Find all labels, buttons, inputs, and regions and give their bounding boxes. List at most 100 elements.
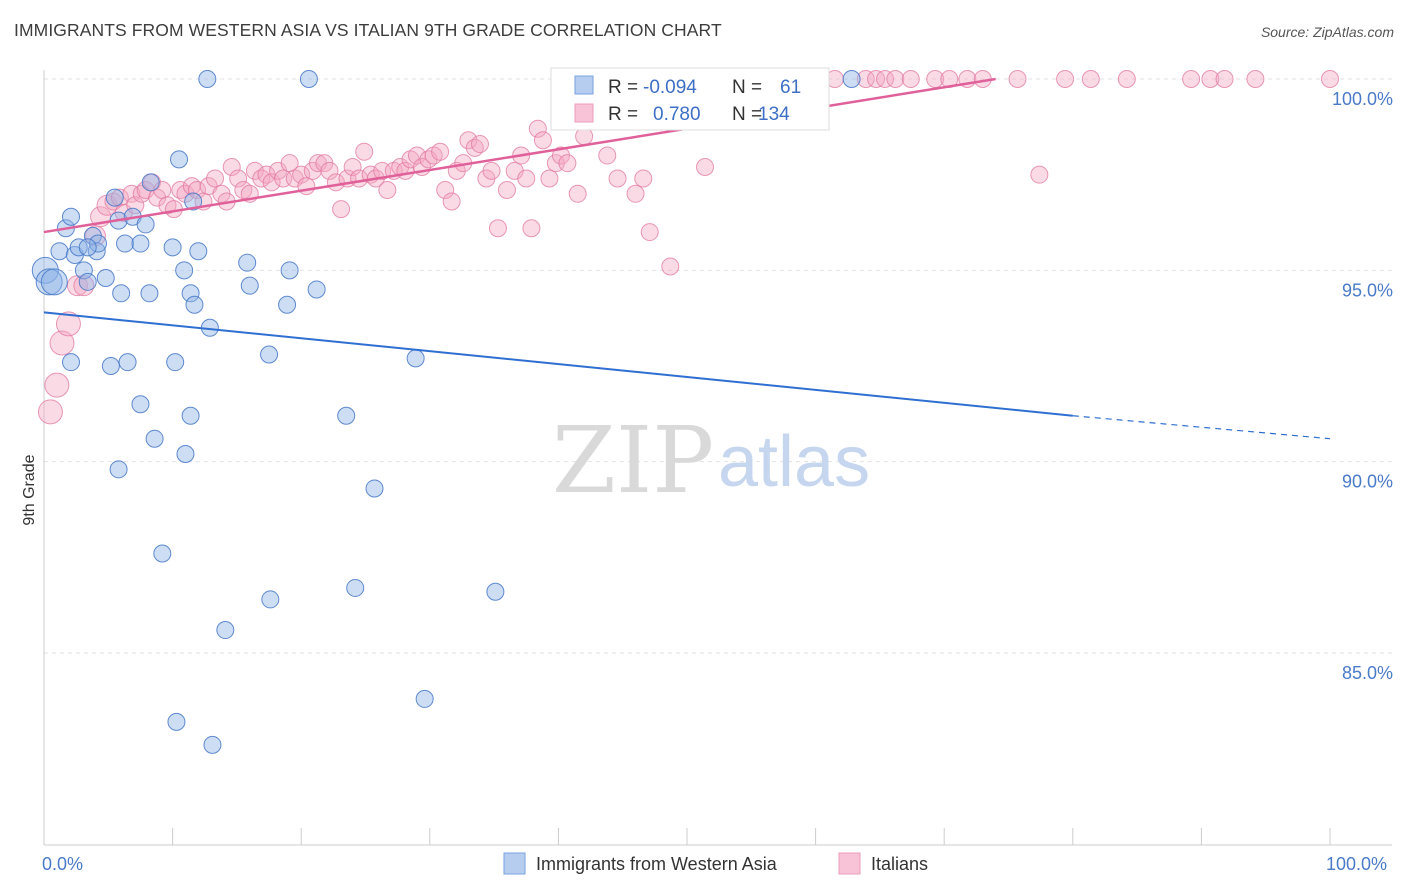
point-italians-95 bbox=[634, 169, 653, 188]
point-italians-126 bbox=[1081, 70, 1100, 88]
point-western-asia-39 bbox=[406, 349, 425, 368]
point-western-asia-2 bbox=[40, 268, 68, 296]
legend-swatch-italians bbox=[838, 852, 861, 875]
series-italians bbox=[37, 70, 1339, 425]
point-western-asia-8 bbox=[74, 261, 93, 280]
point-western-asia-22 bbox=[184, 192, 203, 211]
point-western-asia-54 bbox=[415, 689, 434, 708]
point-italians-48 bbox=[332, 200, 351, 219]
axes bbox=[43, 70, 1392, 846]
point-western-asia-60 bbox=[140, 284, 159, 303]
point-western-asia-28 bbox=[240, 276, 259, 295]
point-western-asia-55 bbox=[198, 70, 217, 88]
y-axis-label: 9th Grade bbox=[21, 454, 38, 525]
point-western-asia-24 bbox=[175, 261, 194, 280]
point-italians-23 bbox=[188, 180, 207, 199]
point-italians-83 bbox=[540, 169, 559, 188]
point-italians-2 bbox=[55, 311, 81, 337]
legend: Immigrants from Western Asia Italians bbox=[503, 852, 928, 875]
point-italians-116 bbox=[876, 70, 895, 88]
legend-label-italians: Italians bbox=[871, 854, 928, 874]
point-italians-133 bbox=[44, 372, 70, 398]
point-western-asia-14 bbox=[105, 188, 124, 207]
trendlines bbox=[43, 77, 1331, 440]
point-western-asia-7 bbox=[69, 238, 88, 257]
watermark-atlas: atlas bbox=[718, 422, 870, 502]
point-italians-26 bbox=[206, 169, 225, 188]
point-western-asia-9 bbox=[78, 272, 97, 291]
point-italians-128 bbox=[1182, 70, 1201, 88]
point-western-asia-29 bbox=[238, 253, 257, 272]
point-italians-115 bbox=[867, 70, 886, 88]
point-italians-56 bbox=[378, 180, 397, 199]
point-western-asia-21 bbox=[170, 150, 189, 169]
point-italians-30 bbox=[229, 169, 248, 188]
point-western-asia-58 bbox=[112, 284, 131, 303]
point-italians-1 bbox=[49, 330, 75, 356]
point-italians-79 bbox=[517, 169, 536, 188]
point-italians-125 bbox=[1056, 70, 1075, 88]
point-italians-114 bbox=[856, 70, 875, 88]
trendline-western-asia bbox=[43, 311, 1073, 417]
point-western-asia-27 bbox=[189, 242, 208, 261]
point-italians-131 bbox=[1246, 70, 1265, 88]
point-western-asia-12 bbox=[89, 234, 108, 253]
point-italians-117 bbox=[886, 70, 905, 88]
point-italians-132 bbox=[1321, 70, 1339, 88]
point-western-asia-30 bbox=[280, 261, 299, 280]
point-italians-87 bbox=[568, 184, 587, 203]
y-tick-label-1: 95.0% bbox=[1342, 280, 1393, 300]
stats-blue-r-label: R = bbox=[608, 77, 638, 98]
trendline-western-asia-extension bbox=[1072, 415, 1331, 440]
point-italians-127 bbox=[1117, 70, 1136, 88]
point-western-asia-46 bbox=[365, 479, 384, 498]
point-western-asia-31 bbox=[278, 295, 297, 314]
x-tick-label-min: 0.0% bbox=[42, 854, 83, 874]
point-western-asia-44 bbox=[176, 445, 195, 464]
x-ticks bbox=[43, 828, 1331, 845]
chart-source: Source: ZipAtlas.com bbox=[1260, 24, 1394, 40]
legend-swatch-western-asia bbox=[503, 852, 526, 875]
legend-label-western-asia: Immigrants from Western Asia bbox=[536, 854, 778, 874]
point-western-asia-49 bbox=[346, 578, 365, 597]
point-italians-11 bbox=[122, 184, 141, 203]
point-italians-50 bbox=[343, 158, 362, 177]
x-tick-label-max: 100.0% bbox=[1326, 854, 1387, 874]
point-western-asia-5 bbox=[62, 207, 81, 226]
point-western-asia-19 bbox=[136, 215, 155, 234]
stats-blue-r-value: -0.094 bbox=[643, 77, 697, 98]
y-tick-label-0: 100.0% bbox=[1332, 89, 1393, 109]
stats-pink-n-label: N = bbox=[732, 104, 762, 125]
point-western-asia-32 bbox=[307, 280, 326, 299]
point-italians-123 bbox=[1008, 70, 1027, 88]
point-italians-76 bbox=[497, 180, 516, 199]
point-italians-0 bbox=[37, 399, 63, 425]
point-western-asia-23 bbox=[163, 238, 182, 257]
point-western-asia-51 bbox=[216, 621, 235, 640]
stats-box-frame bbox=[550, 67, 830, 131]
point-italians-36 bbox=[262, 173, 281, 192]
point-italians-75 bbox=[488, 219, 507, 238]
point-western-asia-38 bbox=[260, 345, 279, 364]
watermark-zip: ZIP bbox=[552, 407, 714, 514]
point-western-asia-56 bbox=[299, 70, 318, 88]
point-italians-74 bbox=[482, 161, 501, 180]
watermark: ZIP atlas bbox=[552, 407, 870, 514]
point-western-asia-20 bbox=[141, 173, 160, 192]
stats-pink-n-value: 134 bbox=[758, 104, 790, 125]
series-western-asia bbox=[31, 70, 861, 754]
y-tick-labels: 100.0% 95.0% 90.0% 85.0% bbox=[1332, 89, 1393, 683]
stats-swatch-blue bbox=[574, 75, 594, 95]
point-western-asia-26 bbox=[185, 295, 204, 314]
point-western-asia-36 bbox=[166, 353, 185, 372]
point-italians-85 bbox=[551, 146, 570, 165]
stats-swatch-pink bbox=[574, 103, 594, 123]
point-western-asia-18 bbox=[131, 234, 150, 253]
point-italians-41 bbox=[292, 165, 311, 184]
point-western-asia-25 bbox=[181, 284, 200, 303]
point-western-asia-48 bbox=[261, 590, 280, 609]
point-italians-46 bbox=[320, 161, 339, 180]
point-italians-66 bbox=[436, 180, 455, 199]
point-italians-94 bbox=[626, 184, 645, 203]
